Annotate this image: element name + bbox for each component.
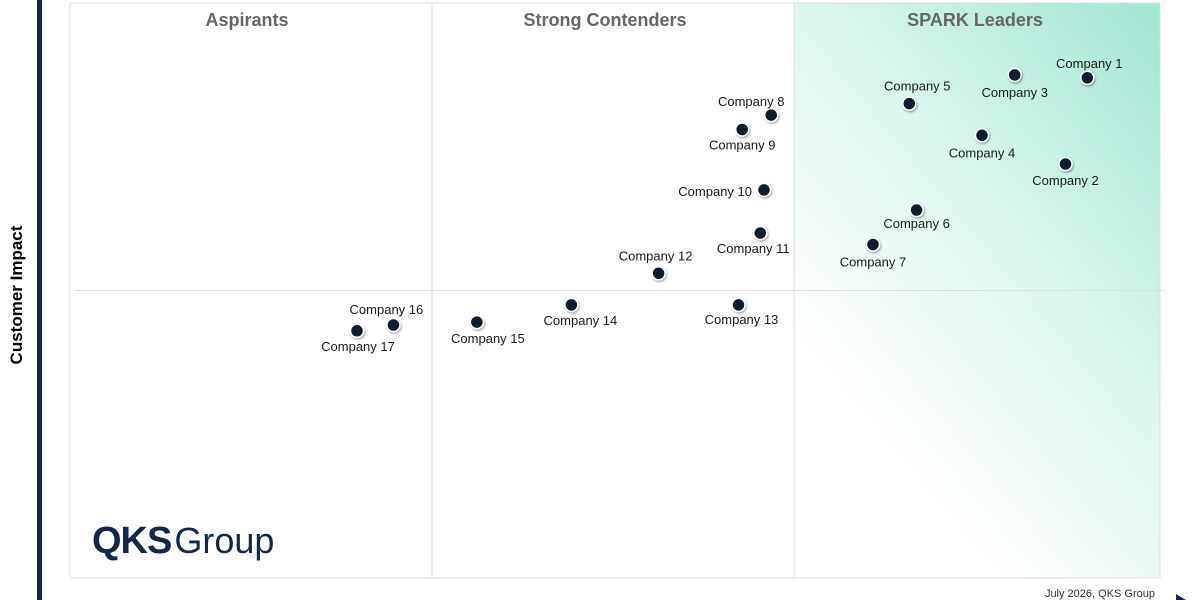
data-point: Company 7 bbox=[840, 237, 906, 270]
svg-text:QKSGroup: QKSGroup bbox=[92, 520, 274, 562]
data-point: Company 9 bbox=[709, 122, 775, 153]
data-point-label: Company 4 bbox=[949, 145, 1015, 160]
data-point-label: Company 10 bbox=[678, 184, 752, 199]
data-point-label: Company 16 bbox=[350, 302, 424, 317]
data-point-label: Company 6 bbox=[883, 216, 949, 231]
x-axis-arrow-icon bbox=[1176, 594, 1186, 600]
quadrant-title-spark-leaders: SPARK Leaders bbox=[907, 10, 1043, 30]
data-point: Company 2 bbox=[1032, 156, 1099, 188]
data-point-marker bbox=[651, 266, 666, 281]
quadrant-title-aspirants: Aspirants bbox=[205, 10, 288, 30]
data-point-marker bbox=[349, 323, 365, 339]
data-point-marker bbox=[1007, 67, 1022, 83]
logo-text-light: Group bbox=[174, 520, 274, 561]
data-point-label: Company 11 bbox=[717, 241, 790, 256]
data-point-label: Company 7 bbox=[840, 255, 906, 270]
data-point-label: Company 2 bbox=[1032, 173, 1098, 188]
data-point-marker bbox=[469, 314, 485, 330]
data-point: Company 10 bbox=[678, 182, 772, 199]
data-point-marker bbox=[564, 297, 579, 313]
data-point: Company 16 bbox=[350, 302, 424, 333]
data-point-marker bbox=[763, 107, 779, 123]
data-point: Company 17 bbox=[321, 323, 395, 354]
data-point-label: Company 5 bbox=[884, 79, 950, 94]
data-point-label: Company 3 bbox=[981, 85, 1047, 100]
data-point-marker bbox=[909, 202, 924, 218]
data-point-label: Company 14 bbox=[544, 313, 618, 328]
data-point-marker bbox=[1080, 70, 1095, 86]
data-point-label: Company 12 bbox=[619, 248, 693, 263]
data-point-marker bbox=[1058, 156, 1073, 172]
data-point: Company 6 bbox=[883, 202, 950, 231]
data-point-label: Company 9 bbox=[709, 138, 775, 153]
logo-text-bold: QKS bbox=[92, 520, 171, 562]
data-point-marker bbox=[974, 128, 990, 143]
qks-group-logo: QKSGroup bbox=[92, 520, 274, 562]
data-point: Company 15 bbox=[451, 314, 525, 346]
data-point-label: Company 8 bbox=[718, 94, 784, 109]
data-point: Company 12 bbox=[619, 248, 693, 281]
data-point-label: Company 15 bbox=[451, 331, 525, 346]
data-point: Company 5 bbox=[884, 79, 951, 111]
data-point: Company 8 bbox=[718, 94, 784, 123]
data-point-label: Company 13 bbox=[705, 312, 779, 327]
footer-text: July 2026, QKS Group bbox=[1045, 588, 1155, 600]
data-point: Company 13 bbox=[705, 297, 779, 327]
data-point-marker bbox=[756, 182, 772, 198]
data-point: Company 3 bbox=[981, 67, 1048, 100]
quadrant-title-strong-contenders: Strong Contenders bbox=[523, 10, 686, 30]
data-point: Company 11 bbox=[717, 225, 790, 256]
data-point-marker bbox=[731, 297, 746, 313]
y-axis-bar bbox=[37, 0, 42, 600]
y-axis-label: Customer Impact bbox=[7, 225, 26, 364]
data-point: Company 14 bbox=[544, 297, 618, 328]
data-point-marker bbox=[386, 317, 401, 333]
data-point-label: Company 1 bbox=[1056, 56, 1122, 71]
data-point-marker bbox=[753, 225, 768, 241]
data-point-marker bbox=[902, 96, 917, 111]
data-point: Company 4 bbox=[949, 128, 1015, 160]
data-point-marker bbox=[865, 237, 881, 252]
data-point-label: Company 17 bbox=[321, 339, 395, 354]
data-point-marker bbox=[734, 122, 750, 137]
data-point: Company 1 bbox=[1056, 56, 1123, 86]
data-points: Company 1 Company 2 Company 3 Company 4 Comp… bbox=[321, 56, 1122, 354]
